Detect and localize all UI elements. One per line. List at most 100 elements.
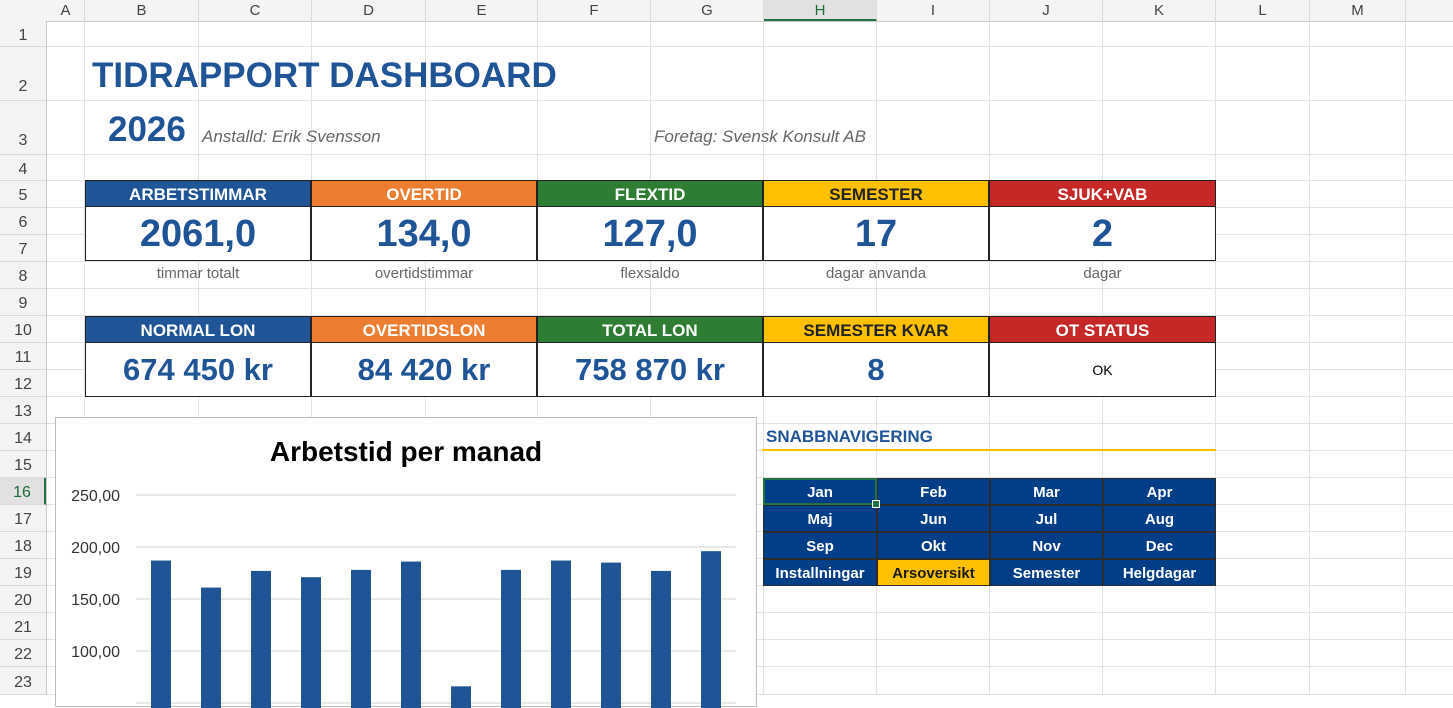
y-tick-label: 250,00 [71, 488, 120, 505]
row-header-6[interactable]: 6 [0, 208, 46, 235]
nav-section-title: SNABBNAVIGERING [766, 427, 933, 446]
chart-plot: 250,00 200,00 150,00 100,00 [71, 488, 736, 708]
row-header-22[interactable]: 22 [0, 640, 46, 667]
bar-mar[interactable] [251, 570, 271, 708]
column-header-a[interactable]: A [47, 0, 85, 21]
nav-section-underline [762, 449, 1216, 451]
kpi-label-semester: SEMESTER [763, 180, 989, 207]
column-header-m[interactable]: M [1310, 0, 1406, 21]
kpi-label-arbetstimmar: ARBETSTIMMAR [85, 180, 311, 207]
employee-label: Anstalld: Erik Svensson [202, 127, 381, 146]
row-header-17[interactable]: 17 [0, 505, 46, 532]
kpi-label-overtid: OVERTID [311, 180, 537, 207]
y-tick-label: 200,00 [71, 540, 120, 557]
row-header-20[interactable]: 20 [0, 586, 46, 613]
row-header-2[interactable]: 2 [0, 47, 46, 101]
kpi-value-arbetstimmar: 2061,0 [85, 207, 311, 261]
bar-maj[interactable] [351, 569, 371, 708]
chart-title: Arbetstid per manad [269, 436, 543, 467]
row-header-18[interactable]: 18 [0, 532, 46, 559]
dashboard-title: TIDRAPPORT DASHBOARD [92, 56, 557, 95]
nav-button-nov[interactable]: Nov [990, 532, 1103, 559]
row-header-21[interactable]: 21 [0, 613, 46, 640]
bar-jan[interactable] [151, 560, 171, 708]
grid-column-line [1405, 21, 1406, 695]
kpi-label-total-lon: TOTAL LON [537, 316, 763, 343]
nav-button-feb[interactable]: Feb [877, 478, 990, 505]
nav-button-apr[interactable]: Apr [1103, 478, 1216, 505]
row-header-15[interactable]: 15 [0, 451, 46, 478]
nav-button-helgdagar[interactable]: Helgdagar [1103, 559, 1216, 586]
row-header-10[interactable]: 10 [0, 316, 46, 343]
nav-button-installningar[interactable]: Installningar [763, 559, 877, 586]
row-header-23[interactable]: 23 [0, 667, 46, 695]
row-header-4[interactable]: 4 [0, 155, 46, 181]
kpi-value-total-lon: 758 870 kr [537, 343, 763, 397]
nav-button-okt[interactable]: Okt [877, 532, 990, 559]
row-header-16[interactable]: 16 [0, 478, 46, 505]
year-value: 2026 [108, 110, 186, 149]
kpi-caption: flexsaldo [620, 265, 680, 282]
row-header-7[interactable]: 7 [0, 235, 46, 262]
row-header-14[interactable]: 14 [0, 424, 46, 451]
bar-apr[interactable] [301, 577, 321, 708]
nav-button-semester[interactable]: Semester [990, 559, 1103, 586]
row-header-11[interactable]: 11 [0, 343, 46, 370]
kpi-label-ot-status: OT STATUS [989, 316, 1216, 343]
bar-nov[interactable] [651, 570, 671, 708]
y-tick-label: 150,00 [71, 592, 120, 609]
bar-aug[interactable] [501, 569, 521, 708]
bar-feb[interactable] [201, 587, 221, 708]
nav-button-maj[interactable]: Maj [763, 505, 877, 532]
nav-button-jan[interactable]: Jan [763, 478, 877, 505]
column-header-i[interactable]: I [877, 0, 990, 21]
column-header-h[interactable]: H [764, 0, 877, 21]
row-header-8[interactable]: 8 [0, 262, 46, 289]
kpi-label-normal-lon: NORMAL LON [85, 316, 311, 343]
grid-row-line [47, 100, 1453, 101]
column-header-d[interactable]: D [312, 0, 426, 21]
bar-jun[interactable] [401, 561, 421, 708]
grid-row-line [47, 288, 1453, 289]
bar-sep[interactable] [551, 560, 571, 708]
nav-button-jun[interactable]: Jun [877, 505, 990, 532]
kpi-value-normal-lon: 674 450 kr [85, 343, 311, 397]
column-header-j[interactable]: J [990, 0, 1103, 21]
grid-row-line [47, 46, 1453, 47]
kpi-value-overtidslon: 84 420 kr [311, 343, 537, 397]
y-tick-label: 100,00 [71, 644, 120, 661]
column-header-e[interactable]: E [426, 0, 538, 21]
fill-handle[interactable] [872, 500, 880, 508]
column-header-l[interactable]: L [1216, 0, 1310, 21]
row-header-19[interactable]: 19 [0, 559, 46, 586]
column-header-c[interactable]: C [199, 0, 312, 21]
row-header-12[interactable]: 12 [0, 370, 46, 397]
kpi-caption: dagar anvanda [825, 265, 927, 282]
bar-dec[interactable] [701, 551, 721, 708]
kpi-label-overtidslon: OVERTIDSLON [311, 316, 537, 343]
grid-column-line [84, 21, 85, 695]
row-header-3[interactable]: 3 [0, 101, 46, 155]
nav-button-dec[interactable]: Dec [1103, 532, 1216, 559]
nav-button-arsoversikt[interactable]: Arsoversikt [877, 559, 990, 586]
column-header-g[interactable]: G [651, 0, 764, 21]
row-header-13[interactable]: 13 [0, 397, 46, 424]
kpi-value-flextid: 127,0 [537, 207, 763, 261]
nav-button-aug[interactable]: Aug [1103, 505, 1216, 532]
kpi-value-overtid: 134,0 [311, 207, 537, 261]
column-header-k[interactable]: K [1103, 0, 1216, 21]
monthly-hours-chart[interactable]: Arbetstid per manad 250,00 200,00 150,00 10… [55, 417, 757, 708]
column-header-f[interactable]: F [538, 0, 651, 21]
row-header-1[interactable]: 1 [0, 21, 46, 47]
kpi-caption: overtidstimmar [374, 265, 474, 282]
bar-okt[interactable] [601, 562, 621, 708]
nav-button-sep[interactable]: Sep [763, 532, 877, 559]
bar-jul[interactable] [451, 686, 471, 708]
nav-button-jul[interactable]: Jul [990, 505, 1103, 532]
row-header-5[interactable]: 5 [0, 181, 46, 208]
row-header-9[interactable]: 9 [0, 289, 46, 316]
kpi-caption: timmar totalt [156, 265, 240, 282]
nav-button-mar[interactable]: Mar [990, 478, 1103, 505]
column-header-b[interactable]: B [85, 0, 199, 21]
kpi-value-semester-kvar: 8 [763, 343, 989, 397]
